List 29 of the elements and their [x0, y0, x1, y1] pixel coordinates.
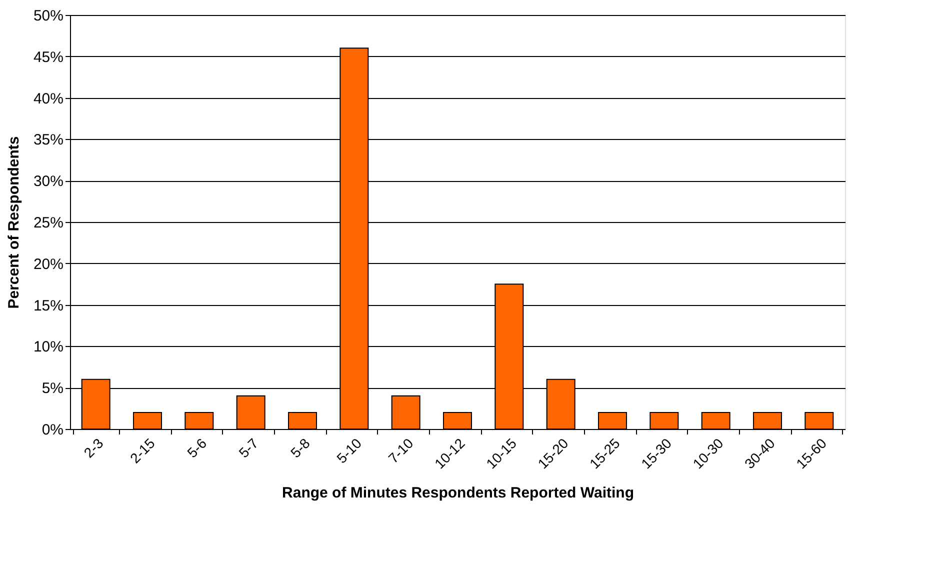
y-tick-label: 45%	[33, 48, 64, 66]
y-tick-label: 20%	[33, 256, 64, 273]
bar	[650, 412, 679, 430]
bar	[443, 412, 472, 430]
bar	[288, 412, 317, 430]
y-tick-label: 10%	[33, 338, 64, 356]
y-tick-label: 40%	[33, 90, 64, 108]
bar	[598, 412, 627, 430]
bar	[236, 395, 266, 430]
y-tick-label: 15%	[33, 297, 64, 314]
x-axis-title: Range of Minutes Respondents Reported Waiting	[282, 484, 634, 502]
bar	[804, 412, 834, 430]
x-tick-label: 5-7	[236, 434, 262, 461]
x-tick-label: 5-6	[184, 434, 210, 461]
y-tick-label: 5%	[42, 380, 64, 398]
bar	[184, 412, 214, 430]
y-tick-label: 35%	[33, 132, 64, 149]
y-tick-label: 50%	[33, 8, 64, 24]
y-axis-title: Percent of Respondents	[5, 136, 22, 309]
bar	[133, 412, 162, 430]
bar	[753, 412, 782, 430]
x-tick-label: 2-3	[80, 434, 106, 461]
y-tick-label: 30%	[33, 173, 64, 190]
bar	[391, 395, 420, 430]
x-tick-label: 5-8	[287, 434, 314, 461]
bar	[701, 412, 730, 430]
y-tick-label: 0%	[42, 422, 64, 438]
y-tick-label: 25%	[33, 214, 64, 232]
x-tick-label: 7-10	[385, 434, 416, 466]
